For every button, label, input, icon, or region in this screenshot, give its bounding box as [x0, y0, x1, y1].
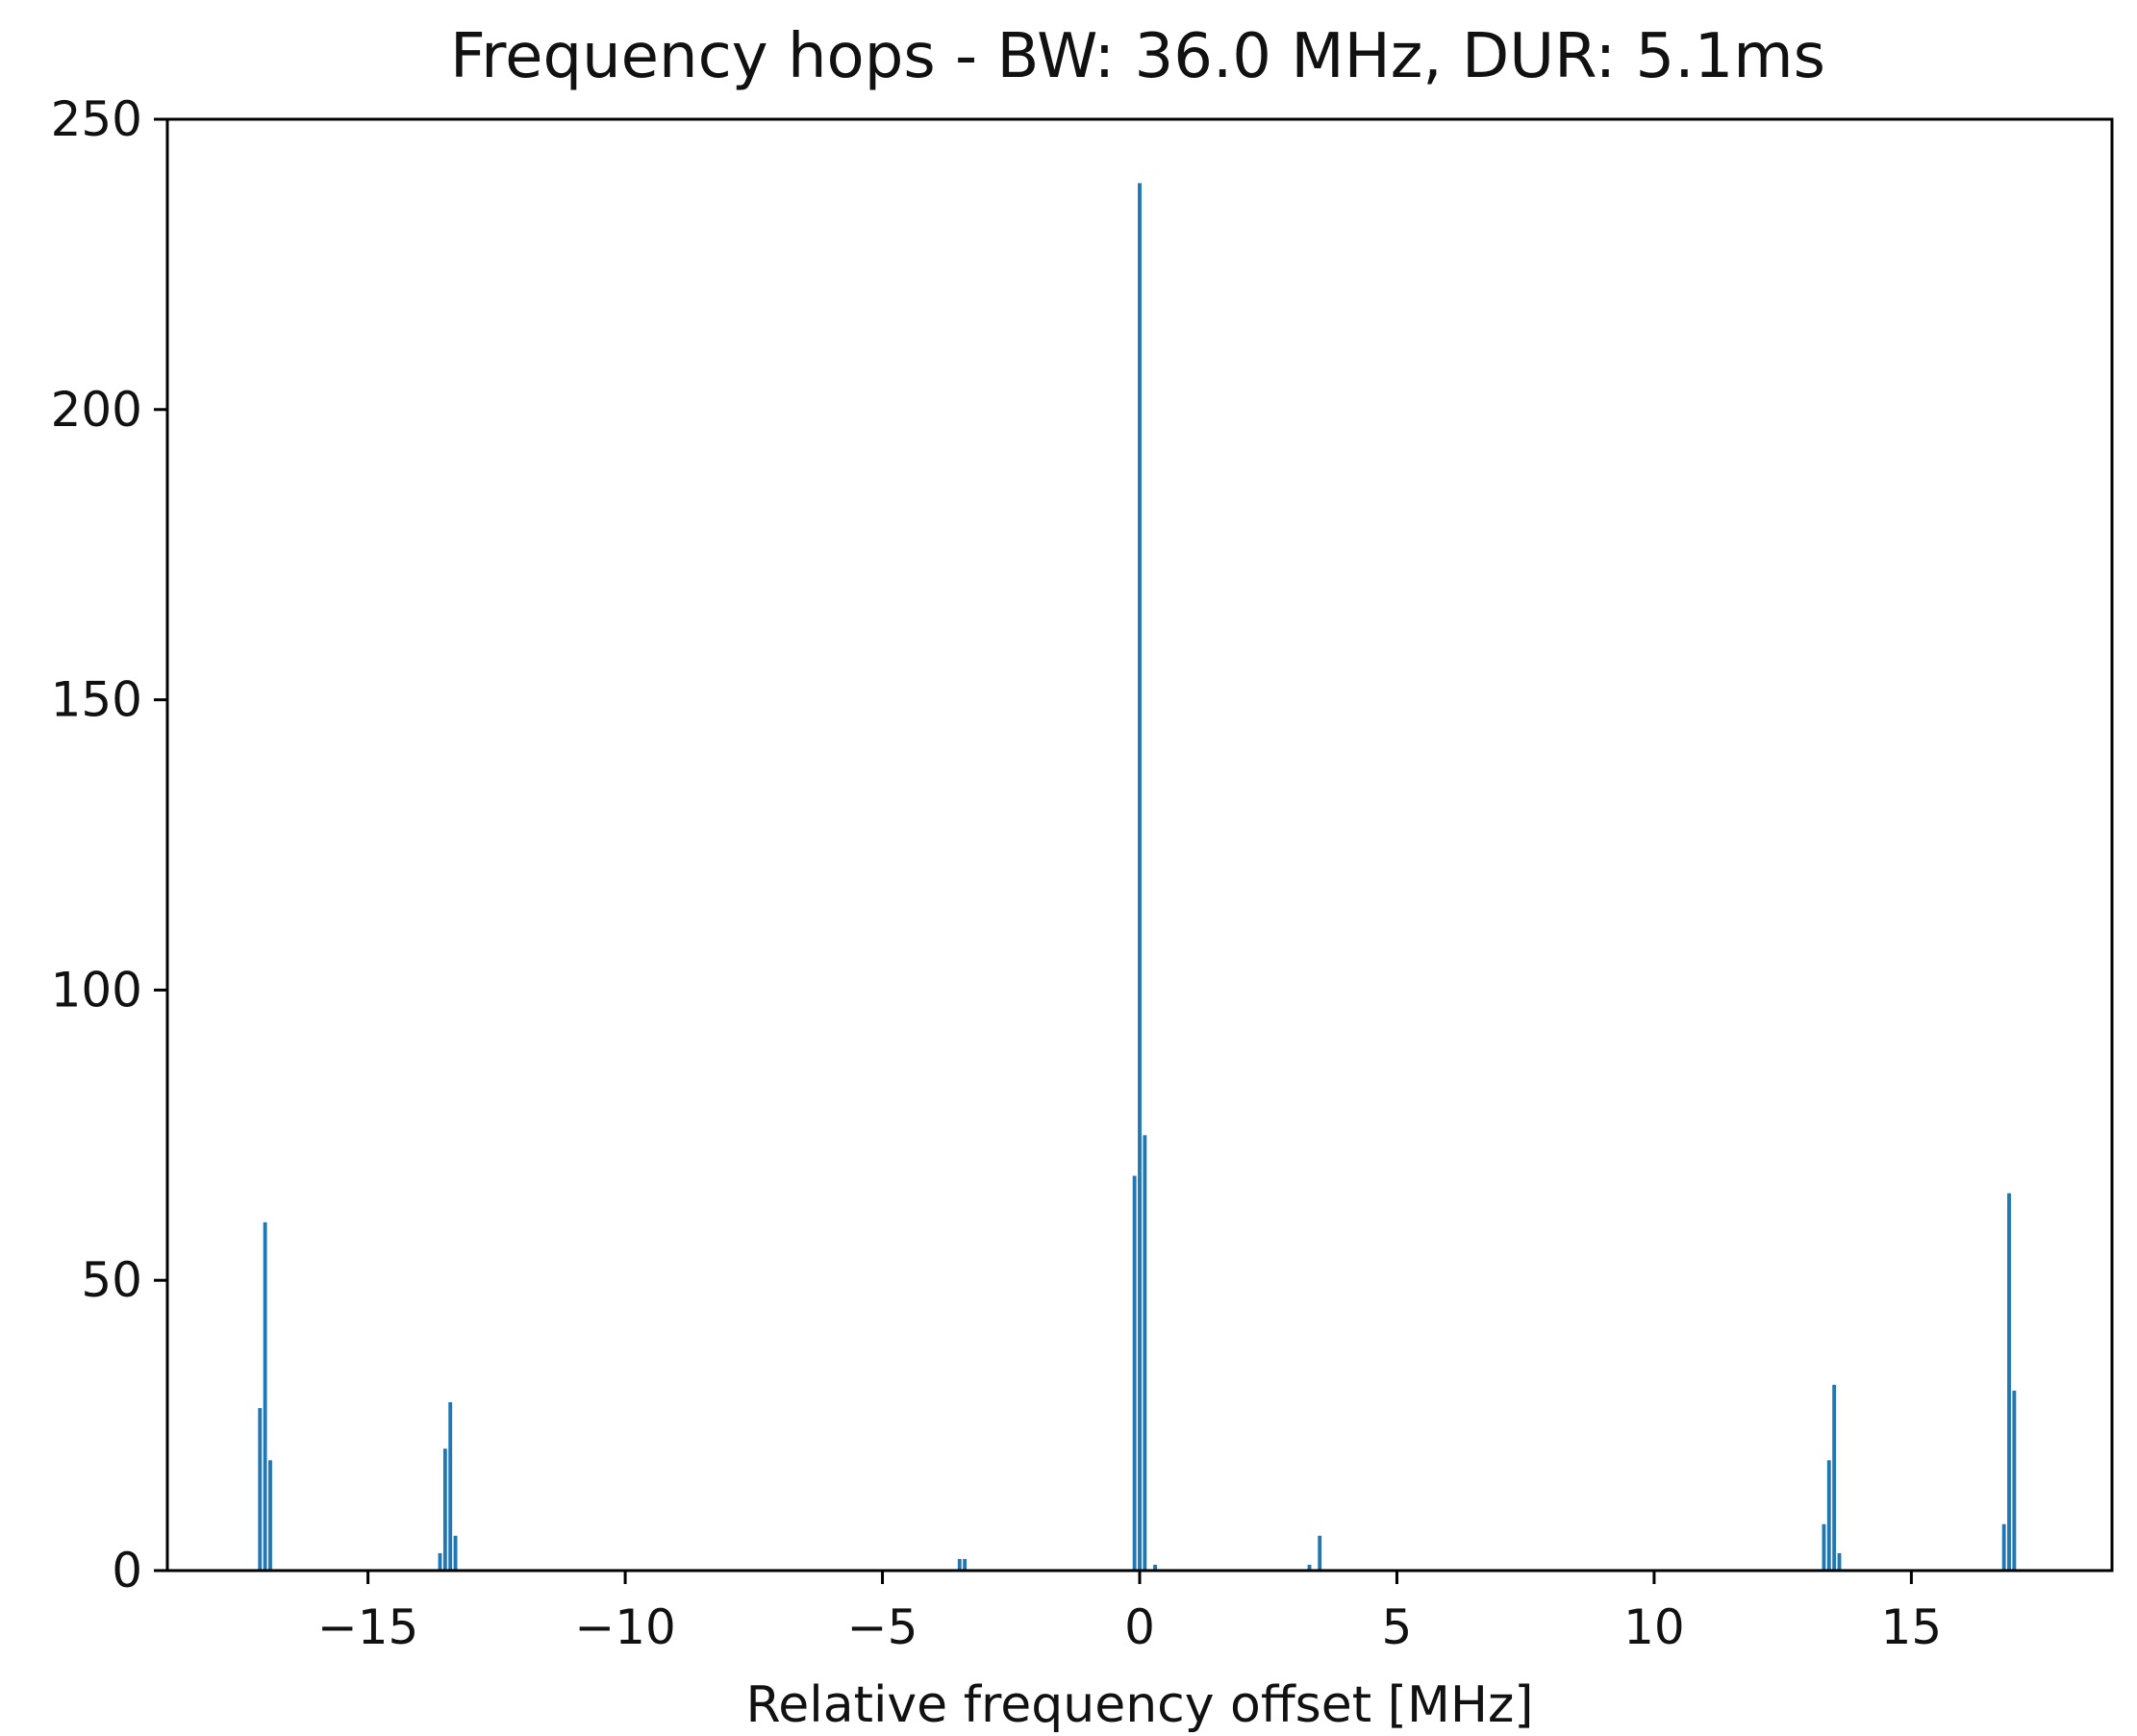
histogram-bar	[1132, 1175, 1137, 1571]
histogram-bar	[1153, 1564, 1157, 1571]
y-tick-label: 0	[112, 1543, 142, 1598]
x-axis: −15 −10 −5 0 5 10 15	[317, 1571, 1942, 1655]
histogram-bar	[1318, 1535, 1322, 1571]
x-tick-label: −10	[574, 1599, 676, 1655]
y-tick-label: 100	[51, 962, 142, 1018]
y-tick-label: 50	[81, 1252, 142, 1308]
histogram-bar	[1832, 1384, 1837, 1571]
x-tick-label: 10	[1623, 1599, 1685, 1655]
histogram-bar	[453, 1535, 458, 1571]
x-tick-label: −5	[847, 1599, 918, 1655]
histogram-bar	[2007, 1193, 2011, 1571]
histogram-bar	[1307, 1564, 1312, 1571]
x-tick-label: 15	[1881, 1599, 1943, 1655]
histogram-bar	[442, 1448, 447, 1571]
histogram-bar	[438, 1552, 442, 1571]
histogram-bar	[268, 1460, 272, 1571]
chart-title: Frequency hops - BW: 36.0 MHz, DUR: 5.1m…	[450, 21, 1825, 92]
x-axis-label: Relative frequency offset [MHz]	[745, 1676, 1533, 1734]
histogram-bar	[2001, 1523, 2006, 1571]
histogram-bar	[448, 1401, 453, 1571]
histogram-bar	[258, 1407, 263, 1571]
histogram-bar	[963, 1558, 968, 1571]
histogram-bar	[1143, 1135, 1147, 1571]
x-tick-label: 0	[1124, 1599, 1155, 1655]
y-axis: 0 50 100 150 200 250	[51, 91, 167, 1598]
histogram-bar	[1826, 1460, 1831, 1571]
y-tick-label: 250	[51, 91, 142, 147]
y-tick-label: 200	[51, 382, 142, 438]
plot-frame	[165, 117, 2114, 1572]
x-tick-label: −15	[317, 1599, 419, 1655]
histogram-bar	[263, 1221, 267, 1571]
bars-group	[258, 183, 2017, 1571]
histogram-bar	[2012, 1390, 2017, 1571]
histogram-bar	[1138, 183, 1142, 1571]
histogram-bar	[1822, 1523, 1826, 1571]
y-tick-label: 150	[51, 672, 142, 728]
x-tick-label: 5	[1382, 1599, 1413, 1655]
histogram-bar	[957, 1558, 962, 1571]
histogram-bar	[1837, 1552, 1842, 1571]
